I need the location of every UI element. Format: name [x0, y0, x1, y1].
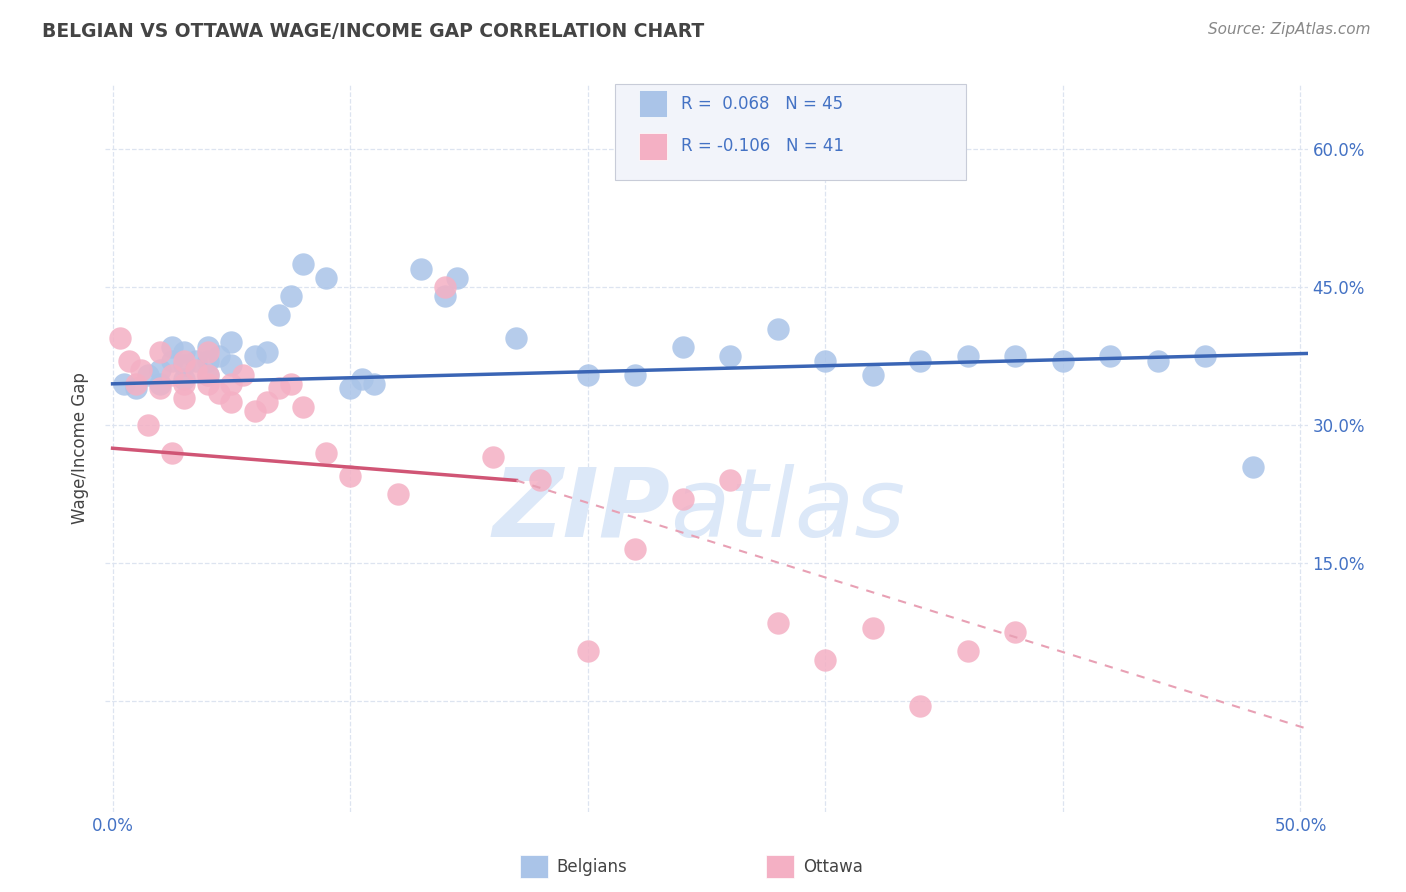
Point — [910, 698, 932, 713]
Point — [411, 261, 433, 276]
Point — [243, 404, 266, 418]
Point — [315, 446, 337, 460]
Point — [149, 363, 172, 377]
Point — [267, 381, 290, 395]
Point — [672, 491, 695, 506]
Text: ZIP: ZIP — [492, 464, 671, 557]
Point — [118, 353, 141, 368]
Point — [956, 349, 979, 363]
Point — [291, 400, 314, 414]
Point — [814, 353, 837, 368]
Point — [136, 418, 159, 433]
Text: Ottawa: Ottawa — [803, 858, 863, 876]
Point — [481, 450, 503, 465]
Point — [173, 359, 195, 373]
Point — [197, 344, 219, 359]
Point — [221, 335, 243, 350]
Point — [125, 381, 148, 395]
Point — [862, 621, 884, 635]
Point — [624, 542, 647, 557]
Point — [197, 340, 219, 354]
Point — [814, 653, 837, 667]
Point — [243, 349, 266, 363]
Text: Source: ZipAtlas.com: Source: ZipAtlas.com — [1208, 22, 1371, 37]
Point — [221, 376, 243, 391]
Point — [291, 257, 314, 271]
Point — [149, 381, 172, 395]
Point — [197, 368, 219, 382]
Point — [363, 376, 385, 391]
Point — [624, 368, 647, 382]
Point — [434, 280, 457, 294]
Point — [1194, 349, 1216, 363]
Y-axis label: Wage/Income Gap: Wage/Income Gap — [72, 372, 90, 524]
Point — [280, 376, 302, 391]
Point — [434, 289, 457, 303]
Text: Belgians: Belgians — [557, 858, 627, 876]
Point — [114, 376, 136, 391]
Point — [197, 368, 219, 382]
Point — [173, 344, 195, 359]
Point — [315, 271, 337, 285]
Point — [672, 340, 695, 354]
Text: R =  0.068   N = 45: R = 0.068 N = 45 — [682, 95, 844, 112]
Point — [173, 353, 195, 368]
Point — [1241, 459, 1264, 474]
Point — [197, 353, 219, 368]
Point — [197, 376, 219, 391]
Point — [576, 368, 599, 382]
Point — [221, 359, 243, 373]
Point — [136, 368, 159, 382]
Point — [232, 368, 254, 382]
Point — [129, 363, 152, 377]
Point — [718, 474, 741, 488]
Point — [766, 321, 789, 335]
Point — [339, 468, 361, 483]
Point — [387, 487, 409, 501]
Point — [208, 349, 231, 363]
Point — [1004, 625, 1026, 640]
Point — [446, 271, 468, 285]
Point — [149, 376, 172, 391]
Point — [1004, 349, 1026, 363]
Point — [862, 368, 884, 382]
Point — [956, 643, 979, 657]
Point — [339, 381, 361, 395]
Text: atlas: atlas — [671, 464, 905, 557]
Point — [173, 376, 195, 391]
Point — [256, 344, 278, 359]
Point — [149, 344, 172, 359]
Text: BELGIAN VS OTTAWA WAGE/INCOME GAP CORRELATION CHART: BELGIAN VS OTTAWA WAGE/INCOME GAP CORREL… — [42, 22, 704, 41]
Point — [184, 363, 207, 377]
Point — [173, 391, 195, 405]
Point — [718, 349, 741, 363]
Point — [529, 474, 551, 488]
Point — [1099, 349, 1122, 363]
Point — [160, 446, 183, 460]
Point — [505, 331, 527, 345]
Point — [173, 372, 195, 386]
Point — [267, 308, 290, 322]
Point — [160, 368, 183, 382]
Point — [766, 616, 789, 631]
Point — [1147, 353, 1170, 368]
Point — [208, 386, 231, 401]
Point — [256, 395, 278, 409]
Point — [910, 353, 932, 368]
Point — [576, 643, 599, 657]
Point — [221, 395, 243, 409]
Point — [280, 289, 302, 303]
Point — [125, 376, 148, 391]
Point — [350, 372, 373, 386]
Point — [184, 353, 207, 368]
Point — [160, 340, 183, 354]
Point — [108, 331, 131, 345]
Point — [160, 353, 183, 368]
Point — [1052, 353, 1074, 368]
Text: R = -0.106   N = 41: R = -0.106 N = 41 — [682, 137, 845, 155]
